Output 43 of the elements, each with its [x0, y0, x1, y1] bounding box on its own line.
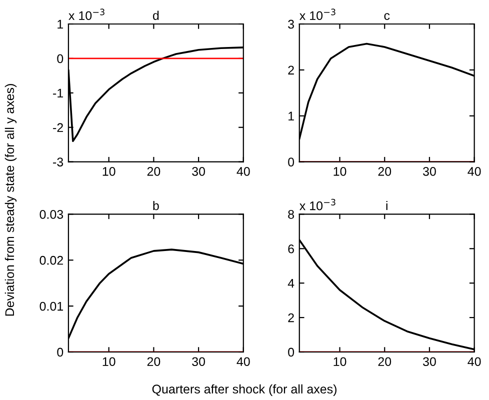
y-tick-label: 1: [288, 112, 294, 120]
y-tick-label: 6: [288, 244, 294, 254]
x-tick-label: 10: [102, 357, 116, 366]
chart-title: d: [152, 10, 159, 20]
y-tick-label: 3: [288, 20, 294, 29]
x-tick-label: 30: [192, 357, 206, 366]
x-tick-label: 10: [102, 167, 116, 176]
text: x 10$^{−3}$: [68, 8, 104, 20]
x-tick-label: 40: [236, 167, 250, 176]
y-tick-label: -2: [53, 123, 63, 132]
x-tick-label: 30: [192, 167, 206, 176]
y-tick-label: 1: [58, 20, 63, 29]
y-tick-label: 0: [288, 158, 294, 166]
y-tick-label: -1: [53, 88, 63, 98]
y-tick-label: 0: [57, 54, 64, 64]
y-tick-label: 0.02: [40, 256, 63, 265]
x-tick-label: 30: [423, 167, 436, 176]
chart-title: i: [386, 200, 388, 210]
chart-title: b: [153, 200, 159, 210]
x-tick-label: 10: [334, 167, 346, 176]
y-tick-label: -3: [53, 158, 64, 166]
y-tick-label: 0.01: [40, 302, 63, 311]
y-axis-title: Deviation from steady state (for all y axes): [4, 84, 17, 316]
y-tick-label: 0: [57, 348, 64, 357]
y-tick-label: 8: [288, 210, 294, 219]
text: x 10$^{−3}$: [300, 8, 336, 20]
x-tick-label: 10: [334, 357, 346, 366]
x-tick-label: 20: [378, 357, 392, 366]
y-tick-label: 2: [288, 313, 294, 322]
x-tick-label: 40: [468, 167, 481, 176]
x-tick-label: 30: [423, 357, 436, 366]
y-tick-label: 0: [288, 348, 294, 357]
x-tick-label: 40: [236, 357, 250, 366]
y-tick-label: 2: [288, 66, 294, 74]
x-axis-title: Quarters after shock (for all axes): [152, 384, 336, 396]
x-tick-label: 20: [378, 167, 392, 176]
chart-title: c: [384, 13, 390, 20]
x-tick-label: 40: [468, 357, 481, 366]
y-tick-label: 0.03: [40, 210, 64, 219]
x-tick-label: 20: [147, 357, 160, 366]
x-tick-label: 20: [147, 167, 160, 176]
text: x 10$^{−3}$: [300, 198, 336, 210]
y-tick-label: 4: [288, 279, 294, 288]
